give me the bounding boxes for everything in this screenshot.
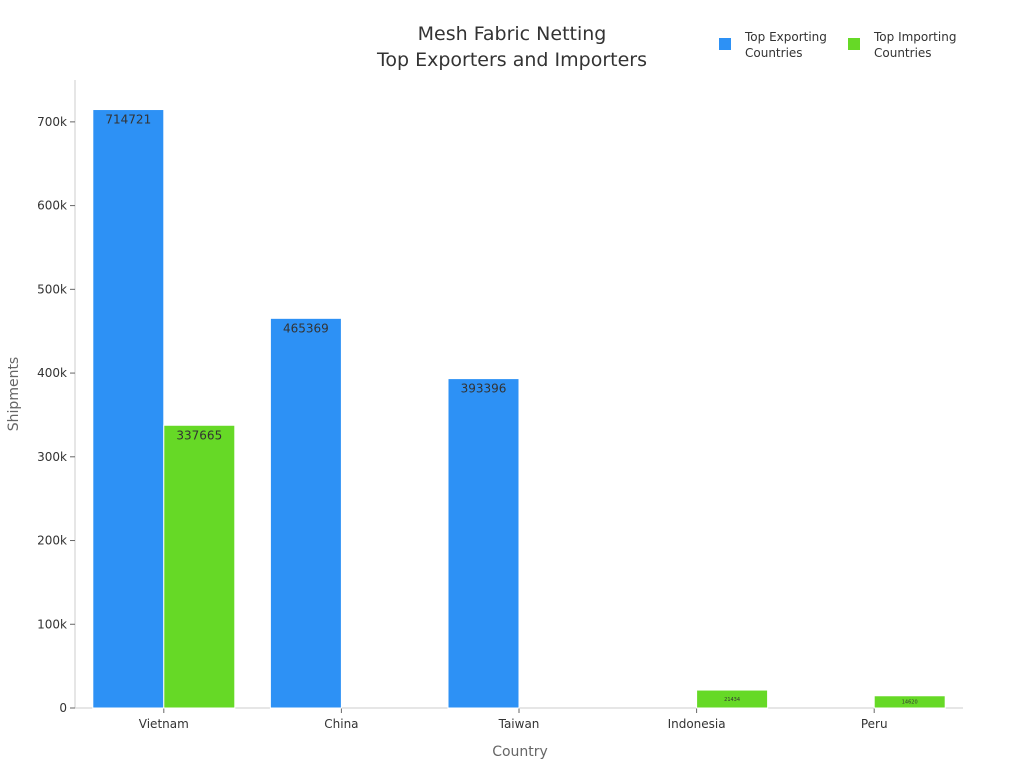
bar-value-label: 393396: [461, 382, 507, 396]
bar-value-label: 714721: [105, 113, 151, 127]
y-tick-label: 500k: [37, 282, 67, 296]
bar[interactable]: [163, 424, 236, 709]
legend-swatch-importing: [848, 38, 860, 50]
y-tick-label: 200k: [37, 534, 67, 548]
bar-value-label: 337665: [176, 428, 222, 442]
legend-label-importing-line-1: Top Importing: [873, 30, 956, 44]
bar-value-label: 14620: [902, 700, 918, 706]
chart-title-line-2: Top Exporters and Importers: [376, 49, 647, 71]
bar[interactable]: [447, 378, 520, 709]
bar[interactable]: [269, 317, 342, 709]
bar[interactable]: [696, 689, 769, 709]
bar[interactable]: [873, 695, 946, 709]
y-tick-label: 300k: [37, 450, 67, 464]
bar[interactable]: [92, 109, 165, 709]
x-tick-label: Vietnam: [139, 717, 189, 731]
y-tick-label: 100k: [37, 617, 67, 631]
bar-labels: 714721 337665 465369 393396 21434 14620: [105, 113, 917, 706]
x-axis: Vietnam China Taiwan Indonesia Peru: [75, 707, 963, 731]
y-tick-label: 400k: [37, 366, 67, 380]
x-tick-label: Taiwan: [498, 717, 540, 731]
y-tick-label: 0: [59, 701, 67, 715]
chart-title-line-1: Mesh Fabric Netting: [418, 23, 607, 45]
legend: Top Exporting Countries Top Importing Co…: [719, 30, 956, 60]
y-tick-label: 700k: [37, 115, 67, 129]
legend-label-exporting-line-2: Countries: [745, 46, 803, 60]
y-tick-label: 600k: [37, 199, 67, 213]
x-tick-label: China: [324, 717, 358, 731]
x-tick-label: Indonesia: [668, 717, 726, 731]
y-axis-title: Shipments: [6, 357, 22, 431]
bars: [92, 109, 946, 709]
x-axis-title: Country: [492, 744, 548, 760]
legend-item-exporting[interactable]: Top Exporting Countries: [719, 30, 827, 60]
bar-value-label: 465369: [283, 321, 329, 335]
legend-label-exporting-line-1: Top Exporting: [744, 30, 827, 44]
legend-swatch-exporting: [719, 38, 731, 50]
legend-item-importing[interactable]: Top Importing Countries: [848, 30, 956, 60]
y-axis: 0 100k 200k 300k 400k 500k 600k 700k: [37, 80, 76, 715]
x-tick-label: Peru: [861, 717, 888, 731]
bar-value-label: 21434: [724, 697, 740, 703]
legend-label-importing-line-2: Countries: [874, 46, 932, 60]
